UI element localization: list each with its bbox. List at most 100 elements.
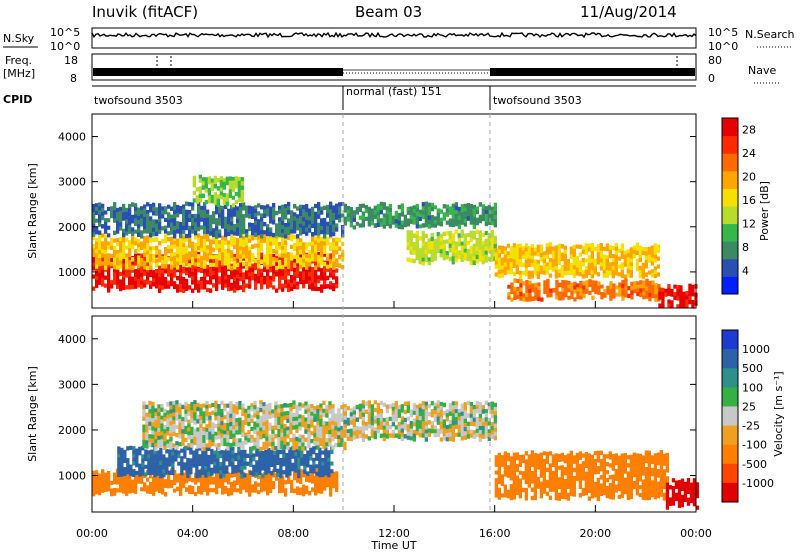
heatmap-cell: [313, 425, 317, 430]
heatmap-cell: [335, 471, 339, 476]
heatmap-cell: [137, 220, 141, 225]
heatmap-cell: [164, 483, 168, 488]
heatmap-cell: [125, 265, 129, 270]
heatmap-cell: [137, 259, 141, 264]
heatmap-cell: [575, 452, 579, 458]
heatmap-cell: [451, 244, 455, 249]
heatmap-cell: [104, 254, 108, 259]
heatmap-cell: [191, 267, 195, 273]
heatmap-cell: [528, 280, 532, 286]
heatmap-cell: [197, 241, 201, 247]
heatmap-cell: [269, 237, 273, 242]
heatmap-cell: [235, 442, 239, 447]
heatmap-cell: [679, 285, 683, 290]
heatmap-cell: [406, 424, 410, 429]
heatmap-cell: [367, 400, 371, 405]
heatmap-cell: [266, 284, 270, 289]
heatmap-cell: [159, 456, 163, 462]
heatmap-cell: [481, 256, 485, 261]
heatmap-cell: [596, 477, 600, 482]
heatmap-cell: [176, 204, 180, 210]
heatmap-cell: [271, 441, 275, 447]
heatmap-cell: [187, 435, 191, 440]
heatmap-cell: [215, 234, 219, 239]
heatmap-cell: [454, 413, 458, 418]
heatmap-cell: [400, 207, 404, 213]
heatmap-cell: [287, 479, 291, 484]
heatmap-cell: [134, 253, 138, 258]
heatmap-cell: [302, 284, 306, 289]
heatmap-cell: [140, 206, 144, 211]
heatmap-cell: [528, 284, 532, 290]
heatmap-cell: [245, 241, 249, 247]
heatmap-cell: [481, 409, 485, 414]
heatmap-cell: [442, 423, 446, 429]
heatmap-cell: [260, 246, 264, 252]
heatmap-cell: [321, 465, 325, 470]
heatmap-cell: [545, 467, 549, 472]
heatmap-cell: [202, 442, 206, 448]
heatmap-cell: [332, 257, 336, 262]
heatmap-cell: [125, 269, 129, 274]
heatmap-cell: [325, 425, 329, 431]
heatmap-cell: [163, 416, 167, 422]
heatmap-cell: [309, 451, 313, 457]
heatmap-cell: [182, 243, 186, 248]
heatmap-cell: [232, 425, 236, 430]
heatmap-cell: [316, 433, 320, 438]
heatmap-cell: [222, 454, 226, 459]
heatmap-cell: [493, 223, 497, 228]
heatmap-cell: [433, 216, 437, 221]
heatmap-cell: [596, 454, 600, 459]
heatmap-cell: [650, 245, 654, 250]
heatmap-cell: [232, 404, 236, 409]
heatmap-cell: [472, 224, 476, 229]
heatmap-cell: [244, 432, 248, 437]
heatmap-cell: [241, 407, 245, 413]
heatmap-cell: [246, 453, 250, 458]
heatmap-cell: [298, 446, 302, 451]
heatmap-cell: [92, 262, 96, 267]
heatmap-cell: [299, 238, 303, 243]
heatmap-cell: [122, 259, 126, 264]
heatmap-cell: [578, 476, 582, 481]
heatmap-cell: [129, 445, 133, 450]
heatmap-cell: [457, 420, 461, 425]
heatmap-cell: [227, 476, 231, 481]
heatmap-cell: [448, 419, 452, 425]
heatmap-cell: [296, 214, 300, 219]
heatmap-cell: [593, 266, 597, 271]
heatmap-cell: [219, 191, 223, 196]
heatmap-cell: [326, 241, 330, 246]
heatmap-cell: [324, 471, 328, 476]
heatmap-cell: [230, 275, 234, 280]
heatmap-cell: [493, 239, 497, 245]
heatmap-cell: [391, 406, 395, 411]
heatmap-cell: [276, 448, 280, 453]
heatmap-cell: [176, 473, 180, 479]
heatmap-cell: [537, 286, 541, 291]
heatmap-cell: [284, 230, 288, 235]
heatmap-cell: [161, 486, 165, 491]
heatmap-cell: [116, 488, 120, 493]
heatmap-cell: [277, 437, 281, 442]
heatmap-cell: [316, 429, 320, 434]
heatmap-cell: [143, 271, 147, 276]
heatmap-cell: [283, 423, 287, 429]
heatmap-cell: [542, 474, 546, 479]
heatmap-cell: [164, 264, 168, 269]
heatmap-cell: [364, 205, 368, 210]
heatmap-cell: [233, 288, 237, 293]
heatmap-cell: [424, 205, 428, 211]
heatmap-cell: [197, 214, 201, 219]
heatmap-cell: [152, 237, 156, 243]
heatmap-cell: [400, 416, 404, 421]
heatmap-cell: [242, 284, 246, 289]
heatmap-cell: [573, 281, 577, 286]
heatmap-cell: [206, 487, 210, 492]
heatmap-cell: [209, 247, 213, 252]
heatmap-cell: [521, 454, 525, 459]
heatmap-cell: [177, 450, 181, 455]
heatmap-cell: [475, 246, 479, 251]
heatmap-cell: [169, 417, 173, 422]
